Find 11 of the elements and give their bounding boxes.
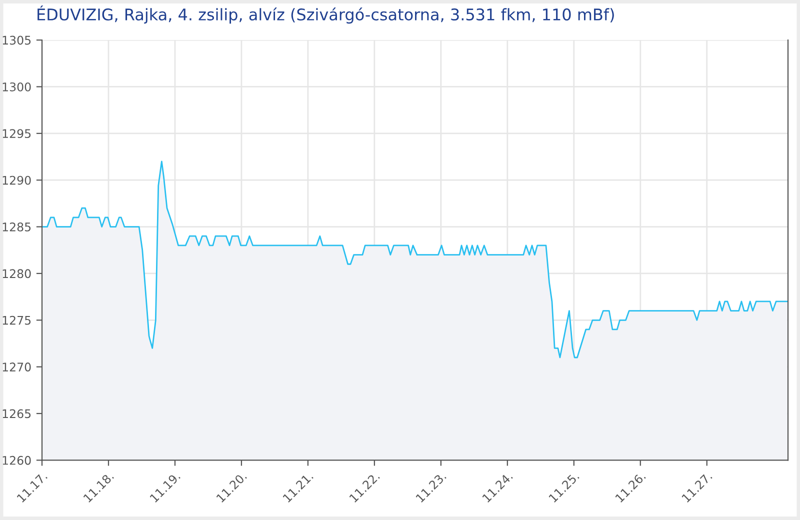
y-tick-label: 1260 xyxy=(2,456,31,465)
y-tick-label: 1275 xyxy=(2,316,31,325)
y-tick-label: 1270 xyxy=(2,362,31,372)
chart-title: ÉDUVIZIG, Rajka, 4. zsilip, alvíz (Szivárgó-csatorna, 3.531 fkm, 110 mBf) xyxy=(38,6,614,24)
y-tick-label: 1280 xyxy=(2,269,31,278)
y-tick-label: 1295 xyxy=(2,129,31,138)
y-tick-label: 1285 xyxy=(2,222,31,232)
y-tick-label: 1305 xyxy=(2,36,31,45)
y-tick-label: 1290 xyxy=(2,176,31,185)
y-tick-label: 1265 xyxy=(2,409,31,418)
y-tick-label: 1300 xyxy=(2,82,31,92)
